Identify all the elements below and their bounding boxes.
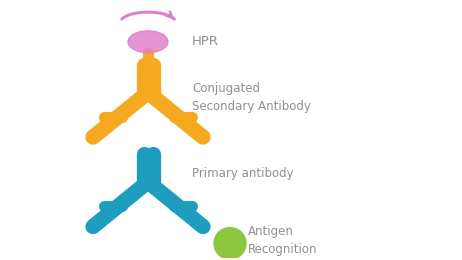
Circle shape <box>214 228 246 259</box>
Text: HPR: HPR <box>192 35 219 48</box>
Text: Antigen
Recognition: Antigen Recognition <box>248 225 317 256</box>
Text: Primary antibody: Primary antibody <box>192 167 294 180</box>
Ellipse shape <box>128 31 168 53</box>
Text: Conjugated
Secondary Antibody: Conjugated Secondary Antibody <box>192 82 311 113</box>
